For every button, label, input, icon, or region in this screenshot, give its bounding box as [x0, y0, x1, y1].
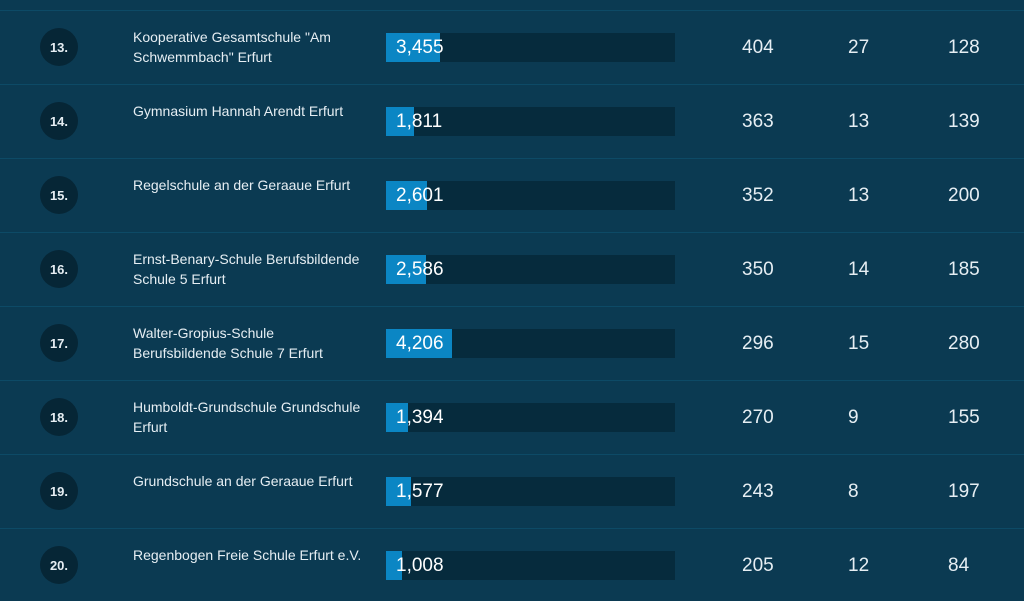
school-name: Grundschule an der Geraaue Erfurt	[133, 473, 353, 489]
rank-badge: 19.	[40, 472, 78, 510]
school-name: Ernst-Benary-Schule Berufsbildende Schul…	[133, 251, 360, 287]
column-1-value: 296	[742, 333, 774, 354]
rank-badge: 14.	[40, 102, 78, 140]
table-row: 16. Ernst-Benary-Schule Berufsbildende S…	[0, 233, 1024, 307]
column-3-value: 155	[948, 407, 980, 428]
column-2-value: 8	[848, 481, 859, 502]
value-bar-label: 3,455	[396, 37, 444, 58]
column-1-value: 270	[742, 407, 774, 428]
column-3-value: 139	[948, 111, 980, 132]
column-1-value: 350	[742, 259, 774, 280]
table-row: 17. Walter-Gropius-Schule Berufsbildende…	[0, 307, 1024, 381]
column-1-value: 352	[742, 185, 774, 206]
column-3-value: 84	[948, 555, 970, 576]
column-2-value: 27	[848, 37, 870, 58]
value-bar-label: 1,811	[396, 111, 443, 132]
value-bar-track: 2,586	[386, 255, 675, 284]
column-3-value: 200	[948, 185, 980, 206]
school-name: Gymnasium Hannah Arendt Erfurt	[133, 103, 344, 119]
value-bar-fill	[386, 403, 408, 432]
value-bar-label: 4,206	[396, 333, 444, 354]
column-1-value: 404	[742, 37, 774, 58]
value-bar-track: 1,008	[386, 551, 675, 580]
top-divider	[0, 10, 1024, 11]
school-name: Regenbogen Freie Schule Erfurt e.V.	[133, 547, 362, 563]
value-bar-fill	[386, 107, 414, 136]
column-2-value: 9	[848, 407, 859, 428]
value-bar-label: 1,008	[396, 555, 444, 576]
rank-badge: 13.	[40, 28, 78, 66]
column-2-value: 13	[848, 185, 870, 206]
rank-badge: 18.	[40, 398, 78, 436]
rank-badge: 20.	[40, 546, 78, 584]
school-name: Regelschule an der Geraaue Erfurt	[133, 177, 351, 193]
value-bar-track: 4,206	[386, 329, 675, 358]
column-2-value: 14	[848, 259, 870, 280]
value-bar-fill	[386, 551, 402, 580]
value-bar-fill	[386, 181, 427, 210]
table-row: 20. Regenbogen Freie Schule Erfurt e.V. …	[0, 529, 1024, 601]
column-3-value: 280	[948, 333, 980, 354]
value-bar-fill	[386, 477, 411, 506]
value-bar-label: 2,586	[396, 259, 444, 280]
school-name: Walter-Gropius-Schule Berufsbildende Sch…	[133, 325, 323, 361]
value-bar-track: 2,601	[386, 181, 675, 210]
column-2-value: 12	[848, 555, 870, 576]
value-bar-fill	[386, 329, 452, 358]
value-bar-track: 1,394	[386, 403, 675, 432]
rank-badge: 17.	[40, 324, 78, 362]
value-bar-fill	[386, 255, 426, 284]
column-1-value: 205	[742, 555, 774, 576]
value-bar-track: 1,577	[386, 477, 675, 506]
value-bar-track: 3,455	[386, 33, 675, 62]
school-name: Kooperative Gesamtschule "Am Schwemmbach…	[133, 29, 331, 65]
rank-badge: 16.	[40, 250, 78, 288]
table-row: 13. Kooperative Gesamtschule "Am Schwemm…	[0, 11, 1024, 85]
value-bar-label: 1,577	[396, 481, 444, 502]
value-bar-label: 1,394	[396, 407, 444, 428]
column-2-value: 15	[848, 333, 870, 354]
table-row: 18. Humboldt-Grundschule Grundschule Erf…	[0, 381, 1024, 455]
column-2-value: 13	[848, 111, 870, 132]
value-bar-track: 1,811	[386, 107, 675, 136]
school-name: Humboldt-Grundschule Grundschule Erfurt	[133, 399, 361, 435]
rank-badge: 15.	[40, 176, 78, 214]
value-bar-label: 2,601	[396, 185, 444, 206]
table-row: 15. Regelschule an der Geraaue Erfurt 2,…	[0, 159, 1024, 233]
column-3-value: 197	[948, 481, 980, 502]
column-1-value: 243	[742, 481, 774, 502]
value-bar-fill	[386, 33, 440, 62]
column-3-value: 185	[948, 259, 980, 280]
column-3-value: 128	[948, 37, 980, 58]
column-1-value: 363	[742, 111, 774, 132]
table-row: 14. Gymnasium Hannah Arendt Erfurt 1,811…	[0, 85, 1024, 159]
table-row: 19. Grundschule an der Geraaue Erfurt 1,…	[0, 455, 1024, 529]
